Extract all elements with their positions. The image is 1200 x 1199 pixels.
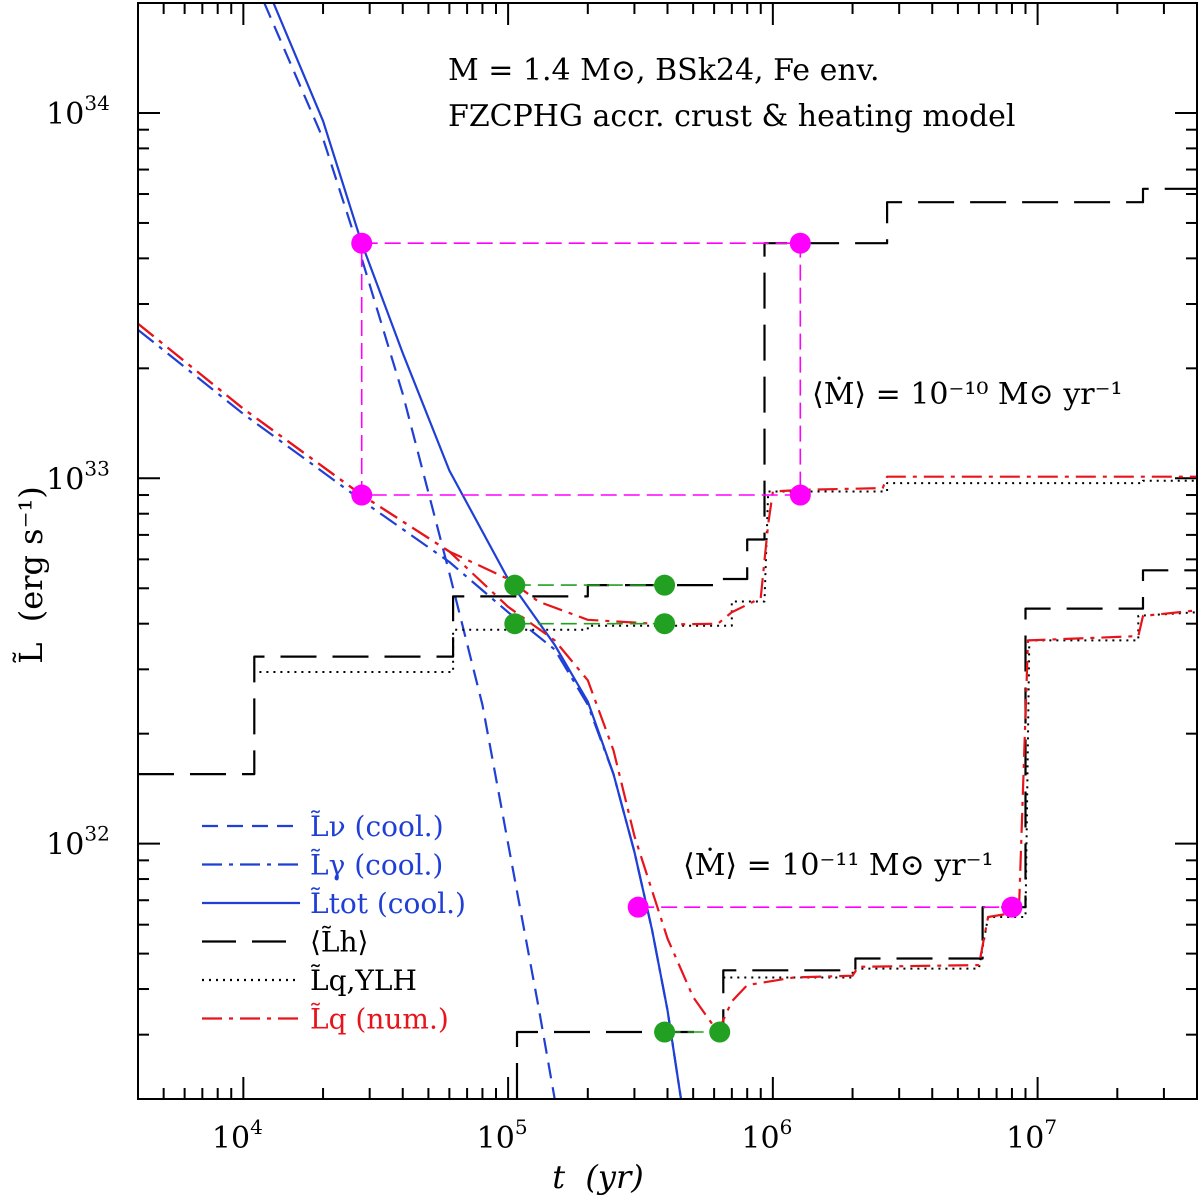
y-tick-label: 1033 xyxy=(46,456,110,497)
data-point-marker xyxy=(654,574,676,596)
data-markers xyxy=(351,232,1023,1043)
mdot-high-label: ⟨Ṁ⟩ = 10⁻¹⁰ M⊙ yr⁻¹ xyxy=(812,376,1122,412)
data-point-marker xyxy=(504,613,526,635)
x-tick-label: 107 xyxy=(1006,1115,1057,1156)
data-point-marker xyxy=(709,1021,731,1043)
series-guide-1e-10-upper xyxy=(360,242,802,496)
model-title-line2: FZCPHG accr. crust & heating model xyxy=(448,99,1016,134)
series--l-h-1e-10 xyxy=(138,187,1197,776)
legend: L̃ν (cool.) L̃γ (cool.) L̃tot (cool.) ⟨L̃h⟩… xyxy=(202,810,466,1036)
data-point-marker xyxy=(789,484,811,506)
data-point-marker xyxy=(789,232,811,254)
series-l-q-ylh-1e-11 xyxy=(723,611,1197,979)
x-tick-label: 106 xyxy=(741,1115,792,1156)
data-point-marker xyxy=(627,896,649,918)
series-l-nu-cool- xyxy=(263,3,556,1099)
x-axis-label: t (yr) xyxy=(552,1158,644,1196)
legend-label: L̃q,YLH xyxy=(310,964,417,997)
legend-label: L̃q (num.) xyxy=(310,1002,449,1035)
mdot-low-label: ⟨Ṁ⟩ = 10⁻¹¹ M⊙ yr⁻¹ xyxy=(683,847,993,883)
axis-ticks xyxy=(137,2,1198,1100)
data-point-marker xyxy=(351,232,373,254)
x-tick-label: 105 xyxy=(477,1115,528,1156)
data-point-marker xyxy=(654,613,676,635)
data-point-marker xyxy=(654,1021,676,1043)
series-l-q-num-1e-11 xyxy=(138,322,1197,1034)
legend-label: L̃ν (cool.) xyxy=(310,810,444,843)
data-point-marker xyxy=(1001,896,1023,918)
data-point-marker xyxy=(351,484,373,506)
series--l-h-1e-11 xyxy=(515,569,1197,1099)
y-tick-label: 1032 xyxy=(46,822,110,863)
data-point-marker xyxy=(504,574,526,596)
x-tick-label: 104 xyxy=(212,1115,263,1156)
model-title-line1: M = 1.4 M⊙, BSk24, Fe env. xyxy=(448,53,880,88)
series-l-q-ylh-1e-10 xyxy=(259,479,1197,673)
legend-label: ⟨L̃h⟩ xyxy=(310,925,368,958)
y-tick-label: 1034 xyxy=(46,91,110,132)
legend-label: L̃tot (cool.) xyxy=(310,887,466,920)
data-curves xyxy=(138,3,1197,1099)
y-axis-label: L̃ (erg s⁻¹) xyxy=(12,486,50,664)
legend-label: L̃γ (cool.) xyxy=(310,848,443,881)
plot-frame xyxy=(137,2,1198,1100)
